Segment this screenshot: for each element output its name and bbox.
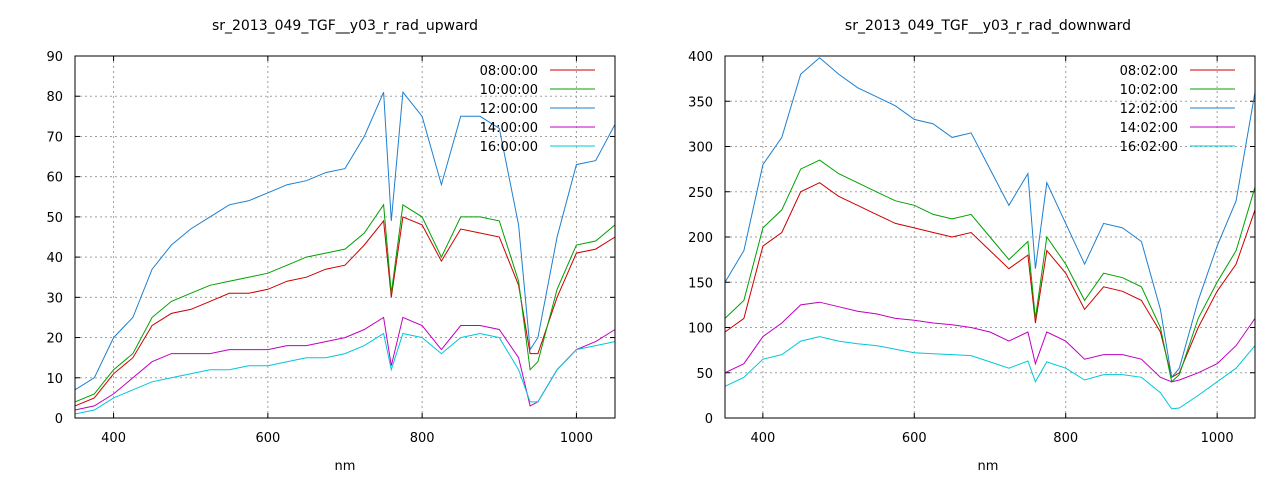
left-y-tick-label: 80 [46, 90, 63, 105]
left-series-line-160000 [74, 332, 616, 415]
left-legend-label: 14:00:00 [480, 121, 538, 136]
right-series-line-120200 [724, 57, 1256, 379]
right-y-tick-label: 0 [705, 412, 713, 427]
left-chart-plot-area: 0 10 20 30 40 50 60 70 80 90 400 600 800 1000 08:00:00… [46, 50, 616, 446]
left-chart: sr_2013_049_TGF__y03_r_rad_upward nm 0 10… [46, 18, 616, 474]
right-legend-label: 08:02:00 [1120, 64, 1178, 79]
left-x-tick-label: 600 [255, 431, 280, 446]
left-legend-label: 10:00:00 [480, 83, 538, 98]
left-y-tick-label: 20 [46, 332, 63, 347]
right-legend-label: 14:02:00 [1120, 121, 1178, 136]
left-legend-label: 16:00:00 [480, 140, 538, 155]
right-x-tick-label: 400 [750, 431, 775, 446]
left-x-tick-label: 400 [101, 431, 126, 446]
left-plot-frame [74, 55, 616, 419]
right-x-tick-label: 800 [1053, 431, 1078, 446]
right-y-tick-label: 200 [688, 231, 713, 246]
right-y-tick-label: 350 [688, 95, 713, 110]
right-series-line-140200 [724, 301, 1256, 383]
right-legend-label: 10:02:00 [1120, 83, 1178, 98]
right-y-tick-label: 100 [688, 322, 713, 337]
left-chart-title: sr_2013_049_TGF__y03_r_rad_upward [212, 18, 478, 34]
right-legend-label: 12:02:00 [1120, 102, 1178, 117]
right-legend-label: 16:02:00 [1120, 140, 1178, 155]
right-y-tick-label: 250 [688, 186, 713, 201]
left-legend-label: 08:00:00 [480, 64, 538, 79]
left-series-line-100000 [74, 203, 616, 403]
right-x-tick-label: 600 [902, 431, 927, 446]
right-chart: sr_2013_049_TGF__y03_r_rad_downward nm 0… [688, 18, 1256, 474]
left-series-line-140000 [74, 316, 616, 411]
left-x-tick-label: 1000 [560, 431, 593, 446]
left-y-tick-label: 40 [46, 251, 63, 266]
left-y-tick-label: 90 [46, 50, 63, 65]
left-series-line-080000 [74, 216, 616, 407]
left-y-tick-label: 0 [55, 412, 63, 427]
right-chart-plot-area: 0 50 100 150 200 250 300 350 400 400 600 800 1000 08:… [688, 50, 1256, 446]
right-x-tick-label: 1000 [1201, 431, 1234, 446]
right-chart-title: sr_2013_049_TGF__y03_r_rad_downward [845, 18, 1131, 34]
left-y-tick-label: 70 [46, 130, 63, 145]
right-y-tick-label: 400 [688, 50, 713, 65]
right-y-tick-label: 50 [696, 367, 713, 382]
right-series-line-100200 [724, 159, 1256, 383]
right-series-line-080200 [724, 182, 1256, 379]
left-y-tick-label: 60 [46, 171, 63, 186]
left-y-tick-label: 10 [46, 372, 63, 387]
right-chart-xlabel: nm [978, 459, 999, 474]
right-plot-frame [724, 55, 1256, 419]
right-series-line-160200 [724, 336, 1256, 410]
right-y-tick-label: 300 [688, 141, 713, 156]
left-y-tick-label: 30 [46, 291, 63, 306]
left-y-tick-label: 50 [46, 211, 63, 226]
left-series-line-120000 [74, 90, 616, 391]
left-x-tick-label: 800 [410, 431, 435, 446]
right-y-tick-label: 150 [688, 276, 713, 291]
left-legend-label: 12:00:00 [480, 102, 538, 117]
left-chart-xlabel: nm [335, 459, 356, 474]
